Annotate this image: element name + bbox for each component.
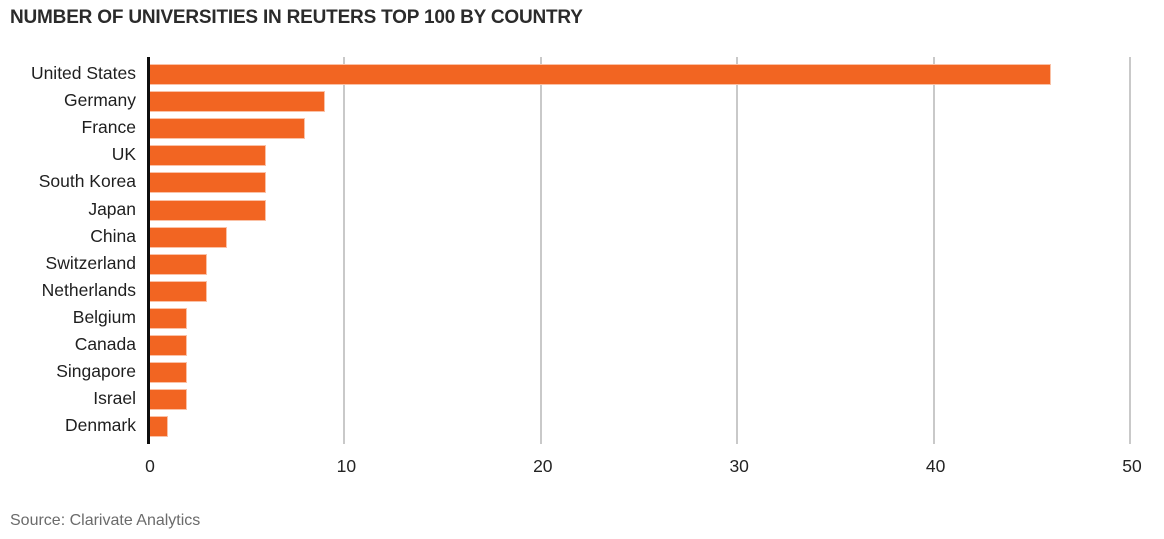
bar xyxy=(148,280,207,302)
x-tick-label: 50 xyxy=(1122,456,1142,476)
gridline xyxy=(1129,57,1131,444)
bar xyxy=(148,253,207,275)
bar xyxy=(148,335,188,357)
country-label: UK xyxy=(111,144,136,165)
chart-title: NUMBER OF UNIVERSITIES IN REUTERS TOP 10… xyxy=(10,7,583,28)
y-axis-line xyxy=(146,57,150,444)
country-label: Japan xyxy=(88,198,136,219)
country-label: Singapore xyxy=(56,361,136,382)
gridline xyxy=(932,57,935,444)
bar xyxy=(148,389,188,411)
source-note: Source: Clarivate Analytics xyxy=(10,512,201,529)
country-label: Canada xyxy=(74,334,136,354)
country-label: Denmark xyxy=(65,415,136,436)
bar xyxy=(148,199,266,221)
x-tick-label: 10 xyxy=(336,456,357,476)
bar xyxy=(148,226,227,248)
x-tick-label: 30 xyxy=(729,456,749,476)
gridline xyxy=(343,57,346,444)
country-label: Switzerland xyxy=(45,252,136,273)
country-label: China xyxy=(90,225,136,246)
bar xyxy=(148,118,306,140)
bar xyxy=(148,416,168,438)
bar xyxy=(148,307,188,329)
country-label: France xyxy=(81,117,136,138)
bar xyxy=(148,172,266,194)
gridline xyxy=(539,57,542,444)
country-label: Germany xyxy=(64,90,136,111)
country-label: Belgium xyxy=(72,306,136,327)
country-label: South Korea xyxy=(38,171,136,192)
bar xyxy=(148,91,325,113)
bar xyxy=(148,362,188,384)
x-tick-label: 20 xyxy=(533,456,553,476)
x-tick-label: 0 xyxy=(145,456,155,476)
country-label: Israel xyxy=(93,388,136,409)
country-label: United States xyxy=(30,63,136,83)
x-tick-label: 40 xyxy=(925,456,946,476)
bar xyxy=(148,145,266,167)
gridline xyxy=(736,57,739,444)
bar xyxy=(148,64,1052,86)
country-label: Netherlands xyxy=(41,279,136,300)
